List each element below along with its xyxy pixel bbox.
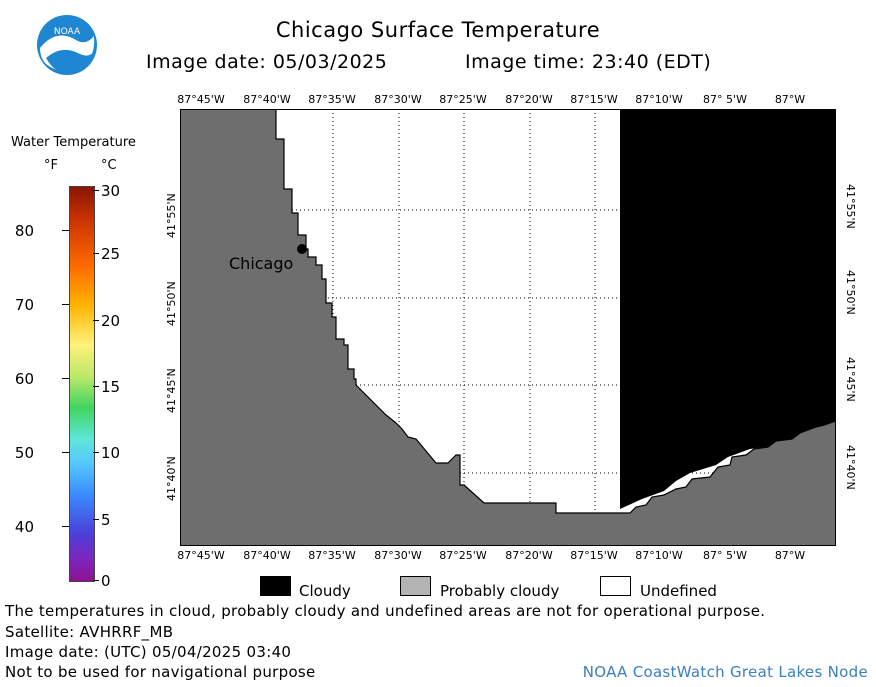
lon-label-bottom: 87°40'W (243, 549, 291, 562)
nav-warning-text: Not to be used for navigational purpose (5, 663, 316, 681)
lon-label-bottom: 87°25'W (439, 549, 487, 562)
lat-label-left: 41°45'N (165, 368, 178, 413)
lon-label-bottom: 87°10'W (635, 549, 683, 562)
colorbar-unit-c: °C (101, 158, 117, 173)
colorbar-tickmark (93, 253, 99, 254)
colorbar-tick-c: 15 (101, 378, 121, 396)
credit-link[interactable]: NOAA CoastWatch Great Lakes Node (582, 663, 868, 681)
colorbar-tickmark (62, 230, 69, 231)
legend-label-cloudy: Cloudy (299, 582, 351, 600)
colorbar-tick-f: 80 (14, 222, 34, 240)
lon-label-top: 87° 5'W (703, 93, 747, 106)
colorbar-tick-c: 30 (101, 182, 121, 200)
lon-label-bottom: 87° 5'W (703, 549, 747, 562)
lon-label-bottom: 87°45'W (177, 549, 225, 562)
lon-label-top: 87°35'W (308, 93, 356, 106)
lat-label-right: 41°55'N (844, 184, 857, 229)
colorbar-tick-c: 10 (101, 444, 121, 462)
colorbar-tickmark (93, 580, 99, 581)
lon-label-top: 87°20'W (505, 93, 553, 106)
colorbar-tick-f: 40 (14, 518, 34, 536)
legend-swatch-cloudy (260, 576, 291, 596)
lon-label-bottom: 87°20'W (505, 549, 553, 562)
cloudy-area (620, 109, 836, 509)
lon-label-bottom: 87°15'W (570, 549, 618, 562)
colorbar-title: Water Temperature (11, 135, 136, 150)
lon-label-top: 87°15'W (570, 93, 618, 106)
legend-swatch-undefined (600, 576, 631, 596)
lat-label-left: 41°55'N (165, 193, 178, 238)
noaa-logo: NOAA (37, 15, 97, 75)
lat-label-right: 41°50'N (844, 270, 857, 315)
lon-label-top: 87°10'W (635, 93, 683, 106)
noaa-logo-text: NOAA (54, 27, 81, 37)
colorbar-tickmark (93, 386, 99, 387)
legend-label-undefined: Undefined (640, 582, 717, 600)
map-frame (180, 109, 836, 546)
satellite-text: Satellite: AVHRRF_MB (5, 623, 174, 641)
colorbar-tickmark (62, 526, 69, 527)
disclaimer-text: The temperatures in cloud, probably clou… (5, 602, 766, 620)
lon-label-top: 87°30'W (374, 93, 422, 106)
colorbar-tick-c: 5 (101, 511, 111, 529)
lat-label-left: 41°50'N (165, 281, 178, 326)
map-title: Chicago Surface Temperature (275, 18, 601, 42)
colorbar-tick-f: 60 (14, 370, 34, 388)
colorbar-tickmark (62, 452, 69, 453)
lon-label-bottom: 87°30'W (374, 549, 422, 562)
utc-date-text: Image date: (UTC) 05/04/2025 03:40 (5, 643, 292, 661)
legend-swatch-probably-cloudy (400, 576, 431, 596)
colorbar-tickmark (93, 190, 99, 191)
colorbar-gradient (69, 186, 95, 582)
legend-label-probably-cloudy: Probably cloudy (440, 582, 560, 600)
colorbar-tick-c: 0 (101, 572, 111, 590)
lat-label-right: 41°45'N (844, 357, 857, 402)
surface-temperature-map: Chicago (180, 109, 836, 546)
colorbar-tick-c: 25 (101, 245, 121, 263)
colorbar-tick-f: 70 (14, 296, 34, 314)
colorbar-tick-c: 20 (101, 312, 121, 330)
colorbar-tickmark (62, 378, 69, 379)
colorbar-unit-f: °F (44, 158, 58, 173)
lon-label-bottom: 87°W (774, 549, 806, 562)
colorbar-tickmark (62, 304, 69, 305)
lat-label-left: 41°40'N (165, 456, 178, 501)
lon-label-top: 87°W (774, 93, 806, 106)
lon-label-bottom: 87°35'W (308, 549, 356, 562)
lon-label-top: 87°45'W (177, 93, 225, 106)
city-label: Chicago (229, 254, 293, 273)
colorbar-tickmark (93, 452, 99, 453)
lon-label-top: 87°25'W (439, 93, 487, 106)
colorbar-tick-f: 50 (14, 444, 34, 462)
chicago-marker (297, 244, 307, 254)
lat-label-right: 41°40'N (844, 445, 857, 490)
colorbar-tickmark (93, 519, 99, 520)
land-area (180, 109, 836, 546)
lon-label-top: 87°40'W (243, 93, 291, 106)
colorbar-tickmark (93, 320, 99, 321)
image-date: Image date: 05/03/2025 (146, 51, 388, 73)
image-time: Image time: 23:40 (EDT) (465, 51, 712, 73)
